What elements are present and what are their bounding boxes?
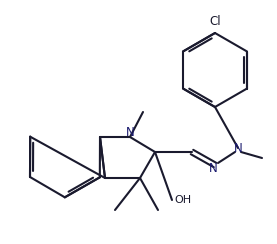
Text: N: N: [234, 142, 242, 155]
Text: N: N: [209, 163, 217, 175]
Text: N: N: [126, 126, 134, 140]
Text: Cl: Cl: [209, 15, 221, 28]
Text: OH: OH: [174, 195, 191, 205]
